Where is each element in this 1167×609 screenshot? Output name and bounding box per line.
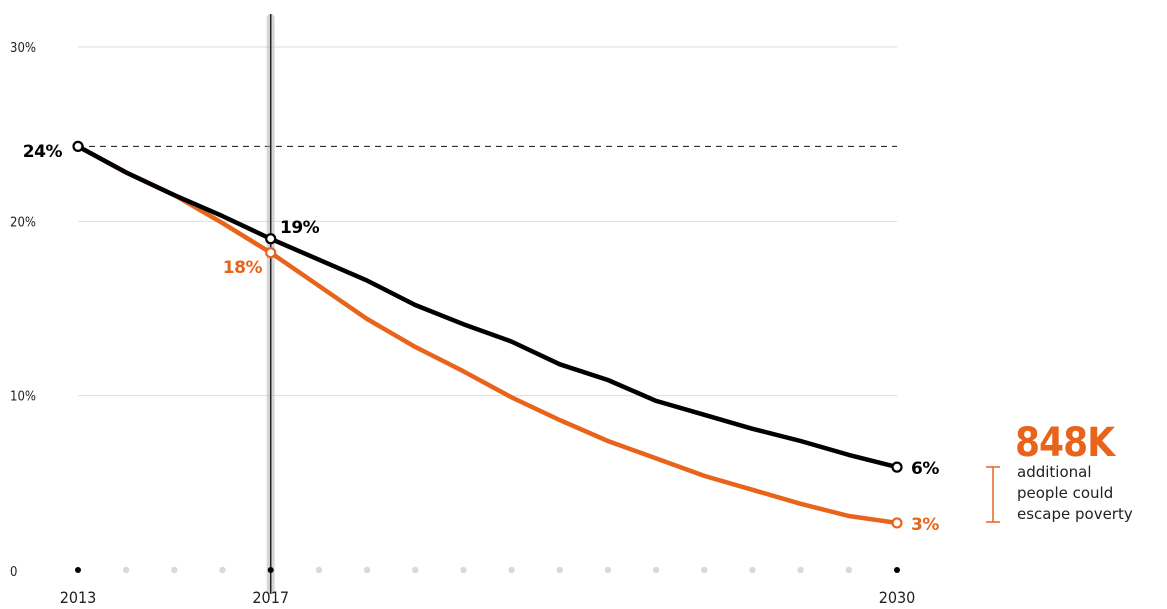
x-axis-dots	[75, 566, 900, 574]
x-dot-2026	[701, 566, 708, 574]
series-line-orange	[75, 144, 900, 526]
callout-line-1: additional	[1017, 463, 1092, 481]
series-points	[72, 140, 903, 529]
x-dot-2025	[652, 566, 660, 574]
x-dot-2014	[122, 566, 130, 574]
point-black-2013	[72, 140, 84, 152]
x-dot-2021	[460, 566, 467, 574]
x-dot-2017	[267, 567, 274, 573]
label-start-24: 24%	[23, 142, 63, 162]
x-dot-2024	[604, 566, 612, 574]
series-line-black	[75, 144, 900, 470]
x-dot-2019	[363, 566, 371, 574]
x-dot-2022	[508, 566, 515, 574]
x-dot-2015	[171, 566, 178, 574]
x-dot-2023	[556, 566, 563, 574]
grid-lines	[78, 46, 897, 397]
point-orange-2030	[891, 517, 903, 529]
point-black-2030	[891, 461, 903, 473]
callout-line-2: people could	[1017, 484, 1113, 502]
y-tick-label: 10%	[10, 390, 36, 405]
x-tick-label: 2030	[879, 588, 916, 607]
x-dot-2027	[749, 566, 756, 574]
y-tick-label: 20%	[10, 215, 36, 230]
label-black-2017-19: 19%	[280, 218, 320, 238]
series-lines	[75, 144, 900, 526]
label-orange-end-3: 3%	[911, 515, 939, 535]
x-tick-label: 2017	[252, 588, 289, 607]
year-2017-marker	[266, 14, 275, 594]
x-dot-2029	[845, 566, 853, 574]
point-black-2017	[265, 233, 277, 245]
callout-bracket	[986, 466, 1000, 523]
y-axis-ticks: 0 10% 20% 30%	[10, 41, 36, 580]
x-dot-2020	[412, 566, 419, 574]
x-dot-2016	[219, 566, 226, 574]
x-tick-label: 2013	[60, 588, 97, 607]
y-tick-label: 30%	[10, 41, 36, 56]
label-black-end-6: 6%	[911, 459, 939, 479]
x-dot-2018	[315, 566, 323, 574]
x-dot-2028	[797, 566, 804, 574]
x-dot-2013	[75, 567, 81, 573]
x-dot-2030	[894, 567, 900, 573]
point-orange-2017	[265, 247, 277, 259]
x-axis-ticks: 2013 2017 2030	[60, 588, 916, 607]
callout-value: 848K	[1015, 420, 1116, 466]
y-tick-label: 0	[10, 565, 17, 580]
callout-line-3: escape poverty	[1017, 505, 1133, 523]
label-orange-2017-18: 18%	[223, 258, 263, 278]
